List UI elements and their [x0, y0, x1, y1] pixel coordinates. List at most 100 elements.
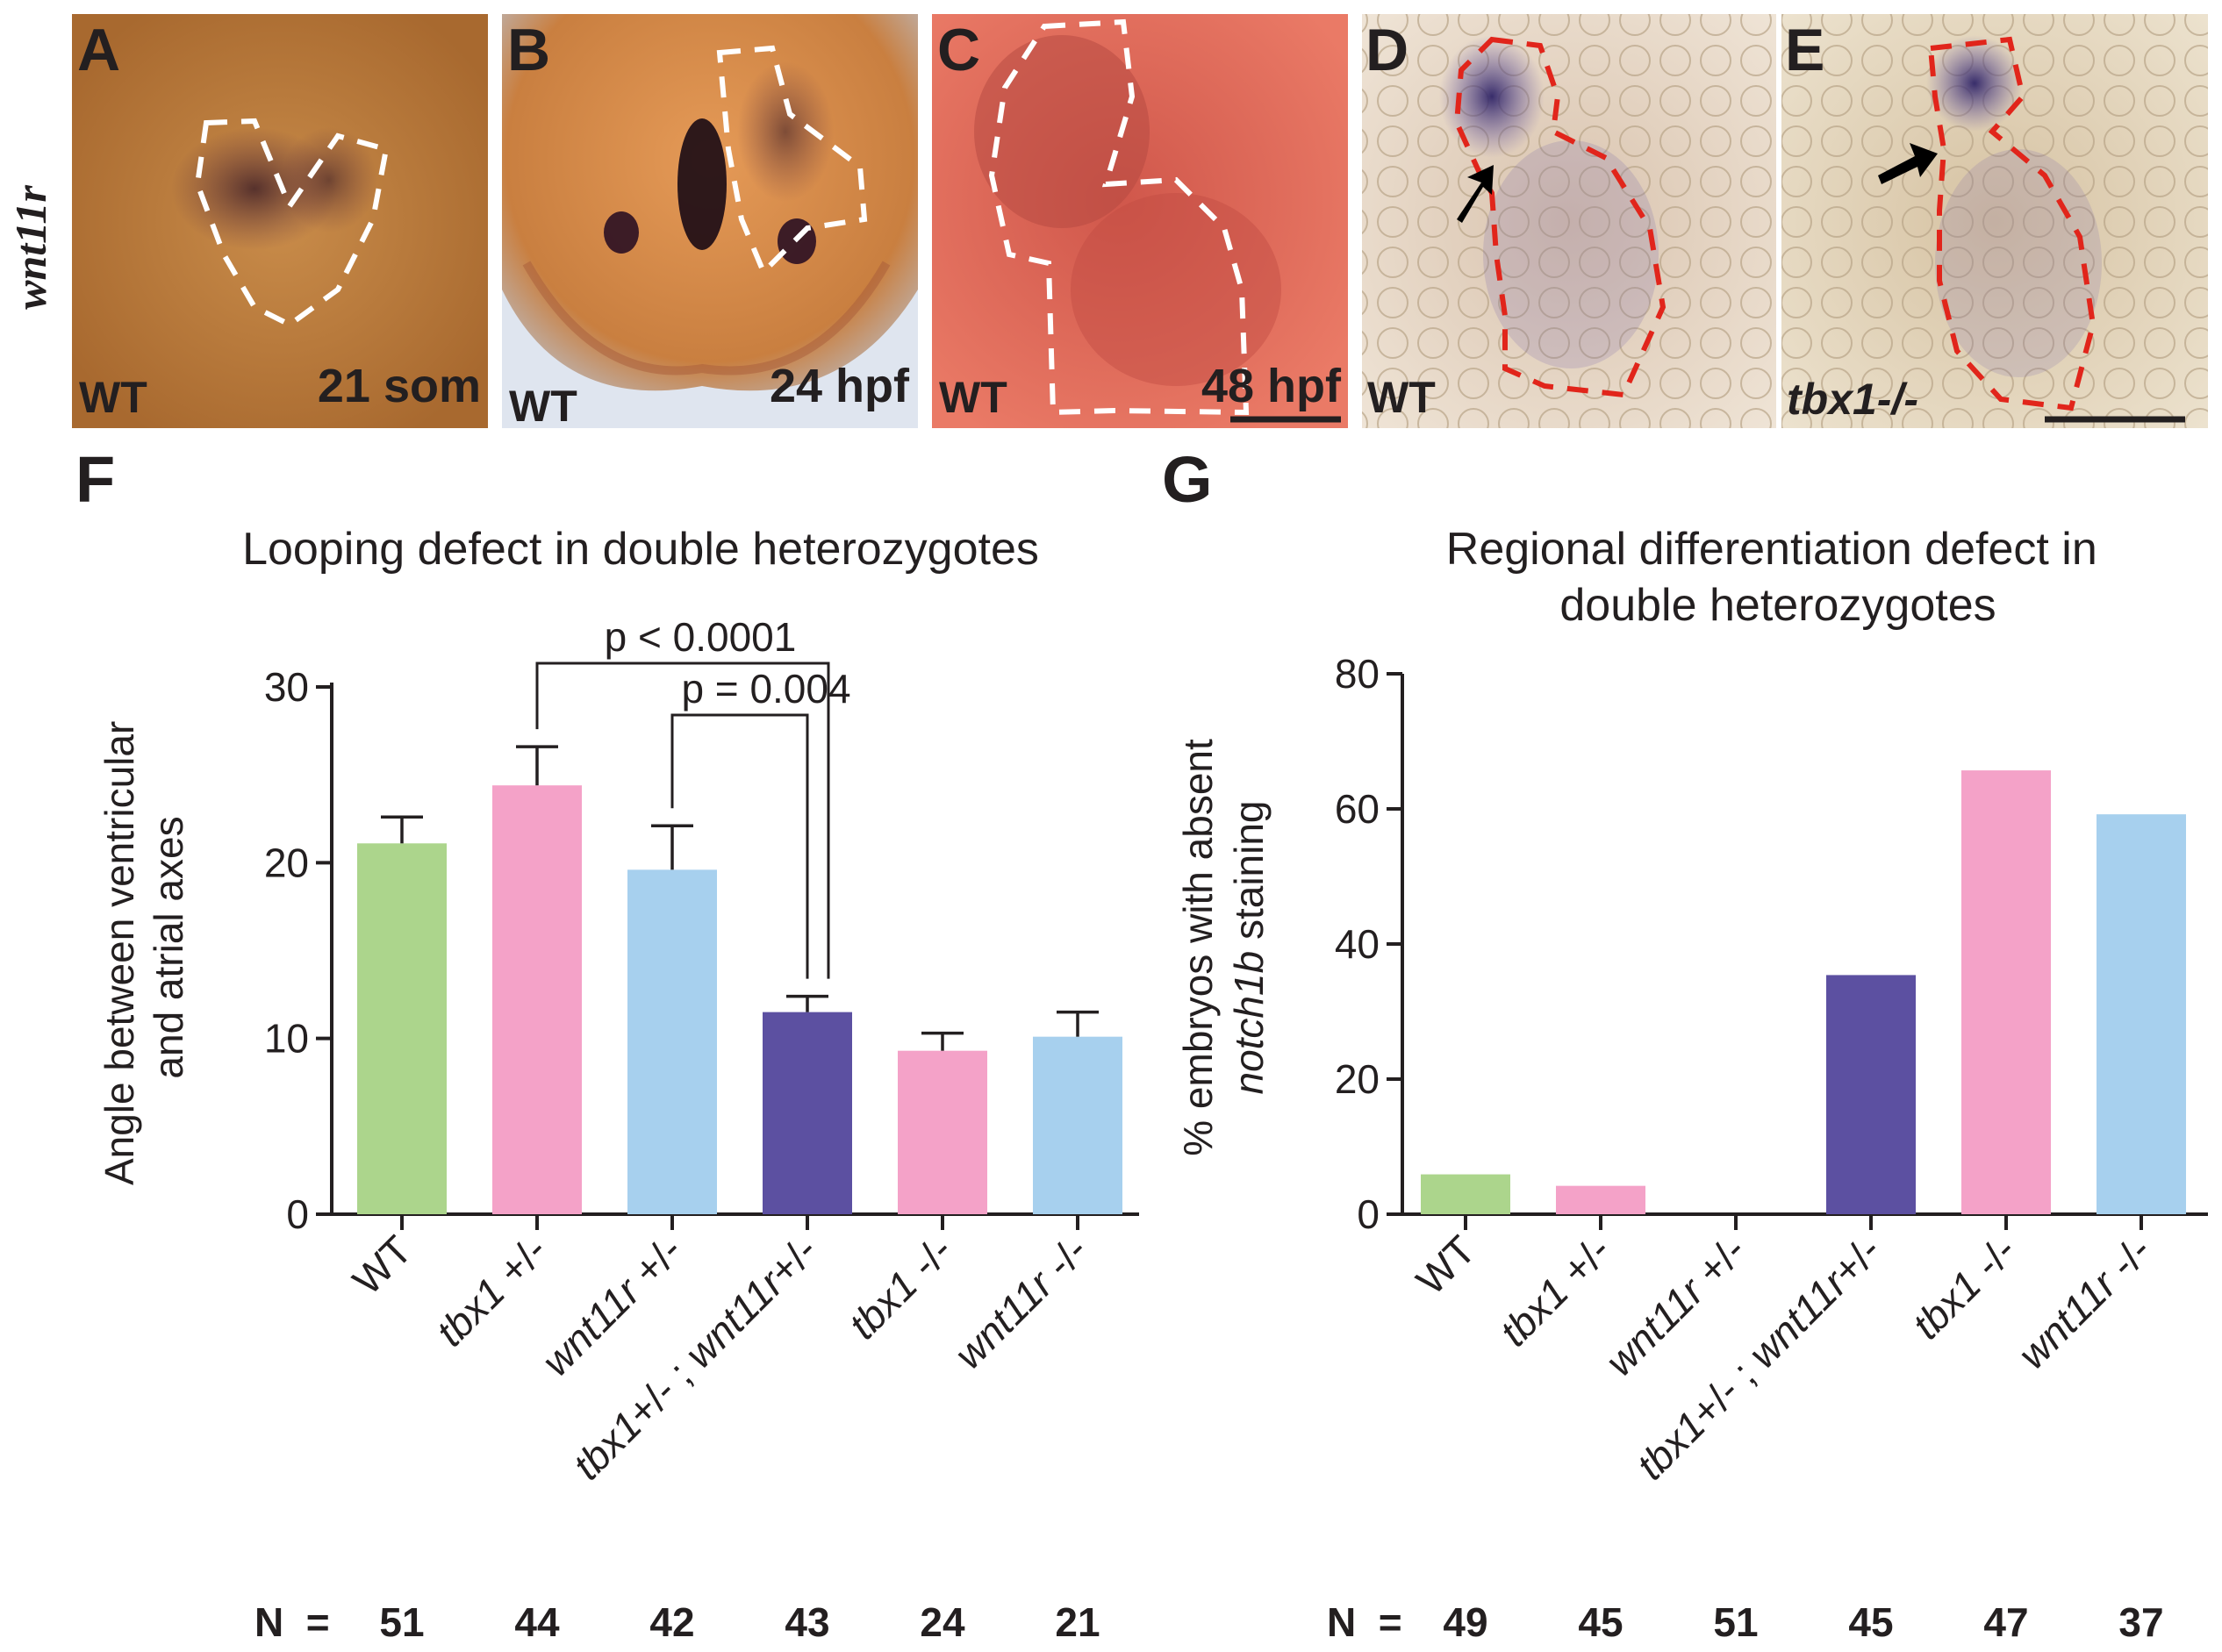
- chart-g-ylabel: % embryos with absent notch1b staining: [1175, 739, 1272, 1156]
- panel-a-letter: A: [77, 17, 120, 83]
- panel-e-arrow: [1878, 143, 1938, 184]
- chart-f-bar-1: [492, 785, 582, 1214]
- panel-d-stain-body: [1483, 140, 1659, 368]
- panel-b-genotype: WT: [509, 382, 577, 431]
- panel-e-letter: E: [1785, 17, 1824, 83]
- panel-a-stain-2: [281, 127, 377, 232]
- chart-g-n-value-4: 47: [1983, 1599, 2028, 1645]
- chart-g-n-value-1: 45: [1578, 1599, 1623, 1645]
- panel-e-outline: [1927, 36, 2097, 411]
- chart-g-ylabel-suffix: staining: [1226, 800, 1272, 950]
- chart-g-category-label-3: tbx1+/- ; wnt11r+/-: [1628, 1226, 1889, 1488]
- chart-g-n-value-2: 51: [1713, 1599, 1758, 1645]
- chart-g-bar-1: [1556, 1185, 1645, 1214]
- panel-d-arrow: [1457, 165, 1494, 223]
- panel-b-image: B WT 24 hpf: [502, 14, 918, 431]
- panel-b-stain-diffuse: [737, 61, 834, 202]
- chart-f-ytick-label-30: 30: [264, 664, 309, 710]
- chart-f-bar-5: [1033, 1036, 1122, 1214]
- chart-g-category-label-0: WT: [1408, 1226, 1484, 1303]
- panel-d-outline: [1453, 36, 1666, 398]
- chart-f-ytick-label-20: 20: [264, 840, 309, 885]
- chart-f-n-value-2: 42: [649, 1599, 694, 1645]
- panel-b-embryo-edge: [522, 261, 891, 375]
- chart-g-n-value-3: 45: [1848, 1599, 1893, 1645]
- chart-f-n-value-4: 24: [920, 1599, 965, 1645]
- chart-f-letter: F: [75, 443, 115, 516]
- chart-f-ytick-label-0: 0: [286, 1191, 309, 1237]
- chart-f-category-label-3: tbx1+/- ; wnt11r+/-: [564, 1226, 826, 1488]
- chart-f-n-value-3: 43: [785, 1599, 829, 1645]
- panel-c-letter: C: [937, 17, 980, 83]
- panel-b-letter: B: [507, 17, 550, 83]
- chart-f-n-value-1: 44: [514, 1599, 560, 1645]
- chart-f-bar-4: [898, 1050, 987, 1214]
- panel-d-genotype: WT: [1367, 373, 1436, 422]
- chart-f-n-value-5: 21: [1055, 1599, 1100, 1645]
- chart-g-n-value-0: 49: [1443, 1599, 1487, 1645]
- chart-f-category-label-1: tbx1 +/-: [427, 1226, 556, 1355]
- panel-a-outline: [194, 118, 390, 328]
- chart-g-ytick-label-60: 60: [1335, 786, 1380, 832]
- panel-d-stain-top: [1439, 35, 1545, 158]
- panel-a-image: A WT 21 som: [72, 14, 488, 428]
- panel-b-outline: [716, 45, 868, 277]
- panel-c-outline: [988, 18, 1250, 416]
- chart-f-bar-0: [357, 843, 447, 1214]
- panel-e-image: E tbx1-/-: [1781, 14, 2208, 428]
- panel-d-image: D WT: [1362, 14, 1776, 428]
- panel-b-underside: [502, 290, 918, 428]
- chart-f-ylabel-line1: Angle between ventricular: [97, 721, 142, 1185]
- chart-f-ylabel-line2: and atrial axes: [146, 816, 191, 1078]
- chart-f-bar-2: [627, 869, 717, 1214]
- chart-g-ytick-label-20: 20: [1335, 1056, 1380, 1102]
- chart-g-ytick-label-40: 40: [1335, 921, 1380, 967]
- chart-g-ylabel-gene: notch1b: [1226, 951, 1272, 1095]
- chart-g-ytick-label-80: 80: [1335, 651, 1380, 697]
- chart-g-n-value-5: 37: [2118, 1599, 2163, 1645]
- panel-c-genotype: WT: [939, 373, 1007, 422]
- chart-g: G Regional differentiation defect in dou…: [1162, 443, 2208, 1645]
- chart-g-letter: G: [1162, 443, 1213, 516]
- panel-a-stage: 21 som: [318, 360, 481, 412]
- chart-f: F Looping defect in double heterozygotes…: [75, 443, 1139, 1645]
- chart-f-title: Looping defect in double heterozygotes: [242, 524, 1039, 575]
- chart-f-pvalue-1: p = 0.004: [681, 666, 850, 712]
- panel-c-stain: [974, 35, 1150, 228]
- chart-f-bracket-1: [670, 713, 809, 979]
- chart-g-category-label-1: tbx1 +/-: [1491, 1226, 1619, 1355]
- chart-f-pvalue-0: p < 0.0001: [605, 614, 797, 660]
- panel-e-stain-top: [1926, 35, 2023, 132]
- panel-a-genotype: WT: [79, 373, 147, 422]
- panel-b-stain-left: [604, 211, 639, 254]
- chart-g-bar-3: [1826, 975, 1916, 1214]
- chart-f-n-label: N =: [254, 1599, 330, 1645]
- chart-f-category-label-0: WT: [344, 1226, 420, 1303]
- chart-f-category-label-4: tbx1 -/-: [840, 1226, 961, 1348]
- chart-g-bar-4: [1961, 770, 2051, 1214]
- chart-f-n-value-0: 51: [379, 1599, 424, 1645]
- panel-e-stain-body: [1935, 149, 2102, 377]
- gene-label: wnt11r: [6, 185, 55, 310]
- chart-g-ylabel-line1: % embryos with absent: [1175, 739, 1221, 1156]
- chart-f-ytick-label-10: 10: [264, 1016, 309, 1062]
- panel-b-stain-center: [677, 118, 727, 250]
- chart-g-category-label-5: wnt11r -/-: [2009, 1226, 2160, 1377]
- chart-g-category-label-4: tbx1 -/-: [1903, 1226, 2025, 1348]
- panel-d-letter: D: [1365, 17, 1408, 83]
- chart-g-ylabel-line2: notch1b staining: [1226, 800, 1272, 1094]
- chart-g-n-label: N =: [1327, 1599, 1402, 1645]
- chart-g-title-line2: double heterozygotes: [1559, 580, 1996, 631]
- chart-f-bar-3: [763, 1012, 852, 1214]
- chart-g-title-line1: Regional differentiation defect in: [1446, 524, 2097, 575]
- panel-c-stain-2: [1071, 193, 1281, 386]
- chart-f-ylabel: Angle between ventricular and atrial axe…: [97, 710, 191, 1185]
- panel-c-image: C WT 48 hpf: [932, 14, 1348, 428]
- panel-e-genotype: tbx1-/-: [1787, 375, 1918, 424]
- panel-b-stage: 24 hpf: [770, 360, 910, 412]
- chart-g-bar-5: [2097, 814, 2186, 1214]
- chart-g-title: Regional differentiation defect in doubl…: [1446, 524, 2110, 631]
- panel-d-cells: [1362, 14, 1776, 428]
- chart-g-bar-0: [1421, 1174, 1510, 1214]
